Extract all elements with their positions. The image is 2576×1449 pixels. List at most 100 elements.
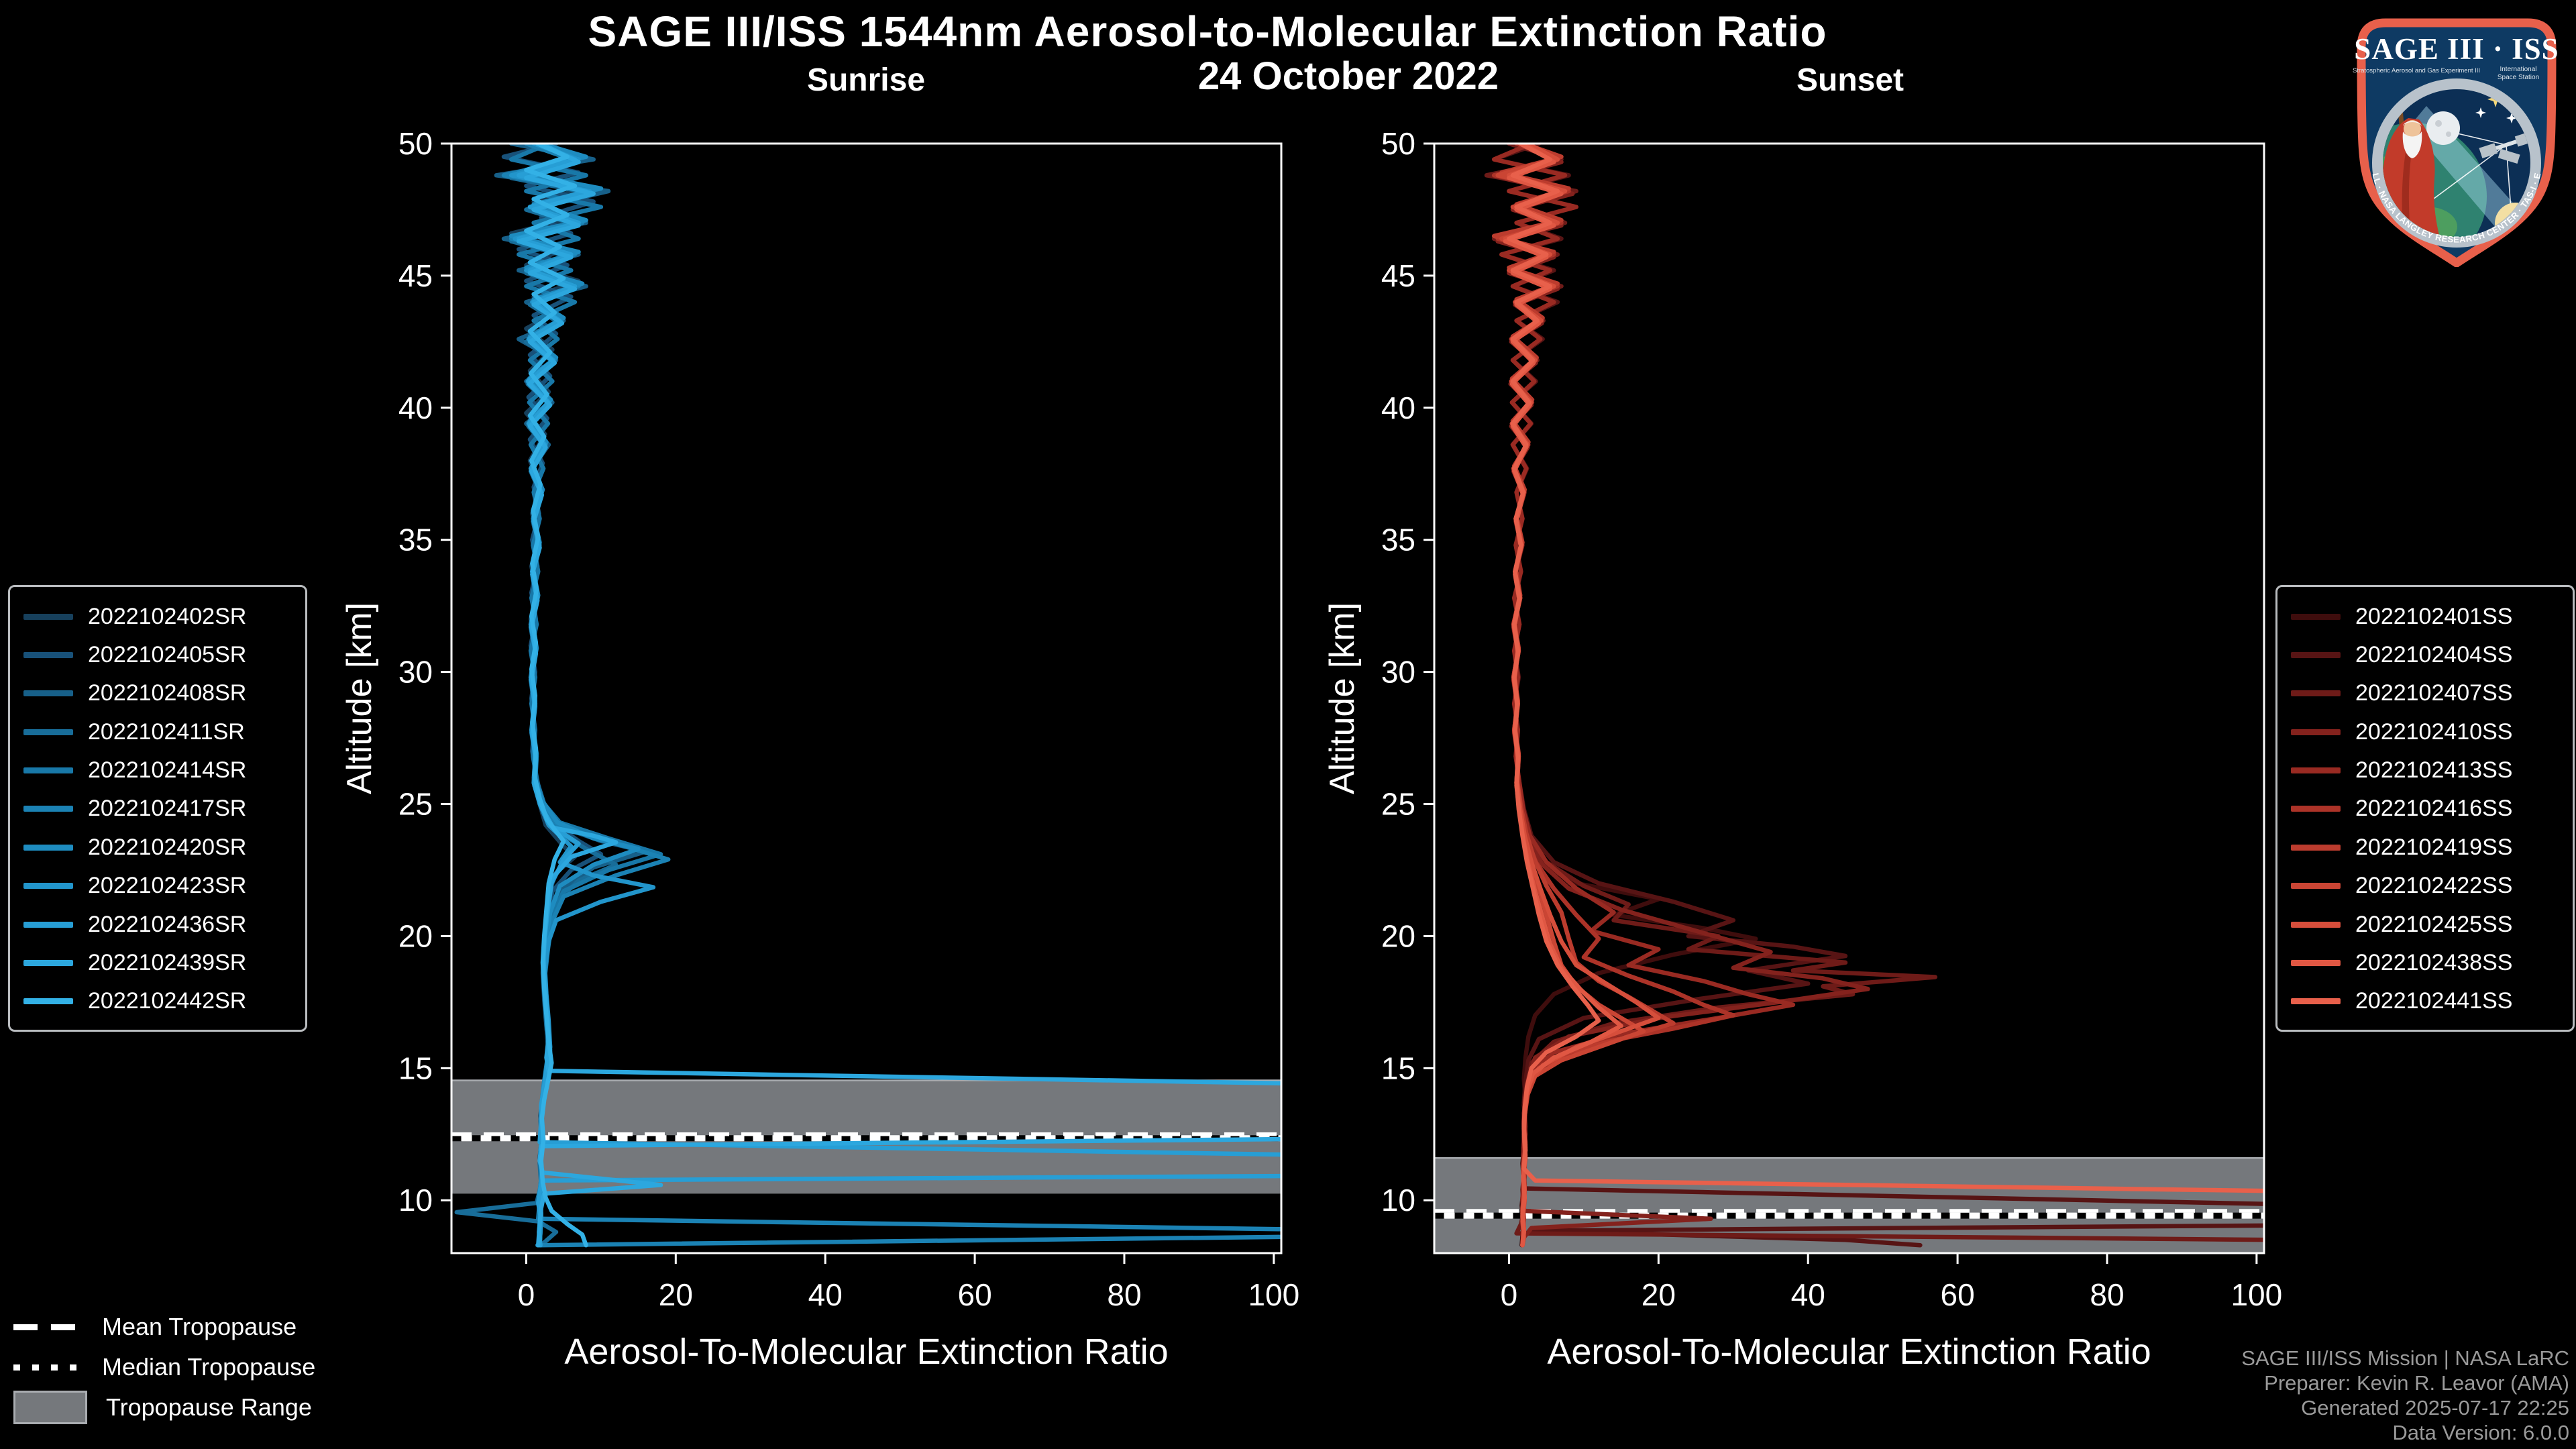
date-subtitle: 24 October 2022 bbox=[1197, 54, 1499, 98]
series-color-swatch bbox=[2291, 883, 2341, 890]
series-label: 2022102420SR bbox=[88, 834, 247, 860]
sight-line bbox=[2422, 144, 2507, 207]
series-color-swatch bbox=[23, 844, 73, 851]
series-color-swatch bbox=[2291, 844, 2341, 851]
x-tick-label: 60 bbox=[1941, 1277, 1975, 1312]
figure-title: SAGE III/ISS 1544nm Aerosol-to-Molecular… bbox=[588, 7, 1827, 56]
x-tick-label: 0 bbox=[518, 1277, 535, 1312]
dotted-line-swatch bbox=[13, 1364, 83, 1371]
series-color-swatch bbox=[23, 651, 73, 658]
legend-item: 2022102425SS bbox=[2291, 906, 2559, 943]
legend-item: 2022102414SR bbox=[23, 752, 292, 790]
moon-crater bbox=[2446, 131, 2451, 137]
series-label: 2022102441SS bbox=[2355, 988, 2513, 1014]
patch-subtitle-left: Stratospheric Aerosol and Gas Experiment… bbox=[2353, 67, 2480, 74]
x-tick-label: 40 bbox=[808, 1277, 843, 1312]
series-color-swatch bbox=[23, 921, 73, 928]
legend-item: 2022102423SR bbox=[23, 867, 292, 905]
legend-item: 2022102442SR bbox=[23, 983, 292, 1020]
range-box-swatch bbox=[13, 1391, 87, 1424]
y-tick-label: 30 bbox=[1381, 655, 1415, 690]
series-label: 2022102419SS bbox=[2355, 834, 2513, 860]
series-label: 2022102423SR bbox=[88, 873, 247, 899]
x-tick-label: 80 bbox=[2090, 1277, 2124, 1312]
series-color-swatch bbox=[2291, 690, 2341, 697]
series-line-2022102441SS bbox=[1507, 144, 2264, 1193]
series-label: 2022102416SS bbox=[2355, 796, 2513, 822]
legend-item: 2022102420SR bbox=[23, 828, 292, 866]
y-tick-label: 10 bbox=[1381, 1183, 1415, 1218]
y-tick-label: 20 bbox=[398, 918, 433, 953]
series-color-swatch bbox=[23, 883, 73, 890]
moon bbox=[2426, 111, 2460, 145]
x-tick-label: 20 bbox=[659, 1277, 693, 1312]
y-tick-label: 15 bbox=[1381, 1051, 1415, 1085]
legend-item: 2022102416SS bbox=[2291, 790, 2559, 828]
tropopause-range-label: Tropopause Range bbox=[106, 1393, 312, 1421]
legend-item: 2022102410SS bbox=[2291, 713, 2559, 751]
series-label: 2022102414SR bbox=[88, 757, 247, 784]
panel-sunset bbox=[1434, 144, 2264, 1253]
series-line-2022102407SS bbox=[1484, 144, 2264, 1242]
series-line-2022102410SS bbox=[1495, 144, 1870, 1248]
legend-item: 2022102436SR bbox=[23, 906, 292, 943]
star-icon bbox=[2506, 113, 2517, 123]
legend-item: 2022102411SR bbox=[23, 713, 292, 751]
legend-sunrise: 2022102402SR 2022102405SR 2022102408SR 2… bbox=[8, 585, 307, 1032]
legend-item: Mean Tropopause bbox=[13, 1307, 443, 1347]
dashed-line-swatch bbox=[13, 1324, 83, 1330]
legend-item: 2022102401SS bbox=[2291, 598, 2559, 635]
sage-iii-iss-mission-patch: SAGE III · ISS Stratospheric Aerosol and… bbox=[2343, 5, 2559, 267]
y-tick-label: 40 bbox=[1381, 390, 1415, 425]
legend-item: 2022102405SR bbox=[23, 636, 292, 674]
plot-frame bbox=[450, 142, 1283, 1254]
series-label: 2022102439SR bbox=[88, 950, 247, 976]
series-label: 2022102408SR bbox=[88, 680, 247, 706]
legend-item: 2022102441SS bbox=[2291, 983, 2559, 1020]
legend-item: 2022102438SS bbox=[2291, 945, 2559, 982]
series-color-swatch bbox=[2291, 651, 2341, 658]
series-color-swatch bbox=[23, 998, 73, 1005]
x-tick-label: 100 bbox=[1248, 1277, 1299, 1312]
y-tick-label: 45 bbox=[1381, 258, 1415, 293]
hair bbox=[2403, 121, 2422, 126]
panel-title-sunset: Sunset bbox=[1796, 62, 1904, 98]
patch-subtitle-right-1: International bbox=[2500, 66, 2536, 73]
series-color-swatch bbox=[2291, 960, 2341, 967]
y-tick-label: 25 bbox=[398, 787, 433, 822]
series-color-swatch bbox=[23, 960, 73, 967]
legend-item: 2022102408SR bbox=[23, 675, 292, 712]
y-tick-label: 40 bbox=[398, 390, 433, 425]
y-axis-label: Altitude [km] bbox=[1323, 602, 1362, 794]
legend-item: 2022102404SS bbox=[2291, 636, 2559, 674]
iss bbox=[2479, 131, 2530, 164]
series-label: 2022102413SS bbox=[2355, 757, 2513, 784]
y-tick-label: 35 bbox=[398, 523, 433, 557]
series-color-swatch bbox=[23, 767, 73, 774]
legend-item: 2022102419SS bbox=[2291, 828, 2559, 866]
series-color-swatch bbox=[23, 613, 73, 620]
series-color-swatch bbox=[2291, 806, 2341, 812]
series-label: 2022102401SS bbox=[2355, 603, 2513, 629]
x-tick-label: 20 bbox=[1642, 1277, 1676, 1312]
series-label: 2022102411SR bbox=[88, 718, 245, 745]
footer-credits: SAGE III/ISS Mission | NASA LaRC Prepare… bbox=[2241, 1346, 2569, 1445]
series-label: 2022102402SR bbox=[88, 603, 247, 629]
legend-item: 2022102417SR bbox=[23, 790, 292, 828]
legend-item: 2022102407SS bbox=[2291, 675, 2559, 712]
series-color-swatch bbox=[2291, 921, 2341, 928]
y-tick-label: 20 bbox=[1381, 918, 1415, 953]
series-color-swatch bbox=[23, 729, 73, 735]
y-tick-label: 30 bbox=[398, 655, 433, 690]
y-tick-label: 15 bbox=[398, 1051, 433, 1085]
series-color-swatch bbox=[23, 806, 73, 812]
x-tick-label: 100 bbox=[2231, 1277, 2282, 1312]
legend-item: 2022102402SR bbox=[23, 598, 292, 635]
patch-title: SAGE III · ISS bbox=[2354, 32, 2559, 66]
y-tick-label: 10 bbox=[398, 1183, 433, 1218]
footer-line: Generated 2025-07-17 22:25 bbox=[2301, 1396, 2569, 1419]
plot-frame bbox=[1433, 142, 2265, 1254]
x-axis-label: Aerosol-To-Molecular Extinction Ratio bbox=[564, 1332, 1168, 1372]
